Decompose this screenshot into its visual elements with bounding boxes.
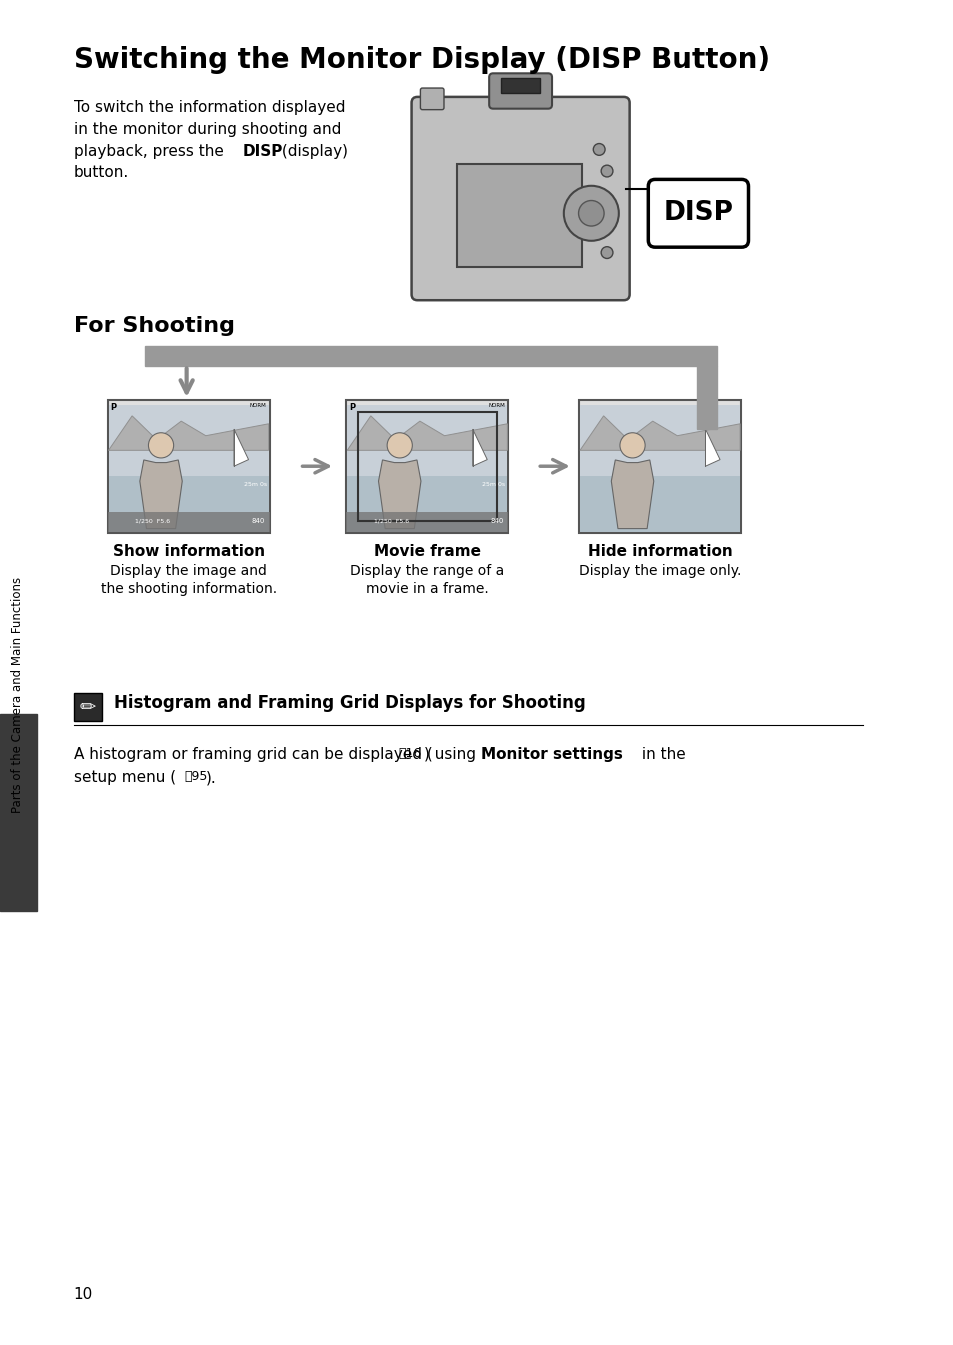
FancyBboxPatch shape [489, 74, 552, 109]
Bar [108, 399, 270, 533]
Text: Parts of the Camera and Main Functions: Parts of the Camera and Main Functions [11, 577, 24, 812]
Bar [346, 512, 508, 531]
Polygon shape [611, 460, 653, 529]
FancyBboxPatch shape [411, 97, 629, 300]
Text: (display): (display) [276, 144, 348, 159]
Polygon shape [233, 429, 249, 467]
Bar [357, 412, 496, 521]
Bar [109, 476, 269, 531]
Text: For Shooting: For Shooting [73, 316, 234, 336]
Text: Switching the Monitor Display (DISP Button): Switching the Monitor Display (DISP Butt… [73, 46, 769, 74]
Bar [456, 164, 582, 268]
Polygon shape [140, 460, 182, 529]
Circle shape [593, 144, 604, 155]
Text: ) using: ) using [424, 746, 480, 761]
Polygon shape [579, 416, 740, 451]
Circle shape [387, 433, 412, 457]
Circle shape [149, 433, 173, 457]
Polygon shape [378, 460, 420, 529]
Text: Display the image only.: Display the image only. [578, 564, 740, 578]
Text: ⧉16: ⧉16 [398, 746, 421, 760]
Text: P: P [349, 404, 355, 412]
Text: Show information: Show information [112, 545, 264, 560]
Polygon shape [347, 416, 507, 451]
Bar [579, 476, 740, 531]
Polygon shape [109, 416, 269, 451]
Text: Monitor settings: Monitor settings [481, 746, 622, 761]
Text: Histogram and Framing Grid Displays for Shooting: Histogram and Framing Grid Displays for … [113, 694, 585, 712]
Text: playback, press the: playback, press the [73, 144, 228, 159]
Text: Display the range of a
movie in a frame.: Display the range of a movie in a frame. [350, 564, 504, 596]
Circle shape [578, 200, 603, 226]
Text: 10: 10 [73, 1287, 92, 1302]
Circle shape [563, 186, 618, 241]
Bar [0, 714, 37, 911]
Text: Hide information: Hide information [587, 545, 732, 560]
Bar [579, 405, 740, 477]
Text: ✏: ✏ [80, 698, 96, 717]
Text: 840: 840 [490, 518, 503, 523]
Text: button.: button. [73, 165, 129, 180]
Text: 840: 840 [251, 518, 264, 523]
Text: 1/250  F5.6: 1/250 F5.6 [374, 518, 409, 523]
Text: 25m 0s: 25m 0s [243, 482, 267, 487]
Bar [109, 405, 269, 477]
Text: A histogram or framing grid can be displayed (: A histogram or framing grid can be displ… [73, 746, 432, 761]
Text: NORM: NORM [250, 404, 267, 408]
Circle shape [600, 246, 612, 258]
Polygon shape [472, 429, 487, 467]
Text: ).: ). [206, 771, 216, 785]
Polygon shape [704, 429, 720, 467]
FancyBboxPatch shape [420, 87, 443, 110]
Circle shape [600, 165, 612, 178]
Bar [347, 476, 507, 531]
Bar [347, 405, 507, 477]
Bar [346, 399, 508, 533]
FancyBboxPatch shape [648, 179, 748, 247]
Bar [108, 512, 270, 531]
Bar [578, 399, 740, 533]
Text: in the: in the [636, 746, 684, 761]
Bar [500, 78, 539, 93]
Bar [73, 693, 102, 721]
Text: ⧉95: ⧉95 [185, 771, 208, 783]
Text: setup menu (: setup menu ( [73, 771, 175, 785]
Bar [145, 346, 717, 366]
Text: Display the image and
the shooting information.: Display the image and the shooting infor… [100, 564, 276, 596]
Text: 25m 0s: 25m 0s [482, 482, 505, 487]
Text: To switch the information displayed: To switch the information displayed [73, 101, 345, 116]
Text: DISP: DISP [662, 200, 733, 226]
Circle shape [619, 433, 644, 457]
Text: Movie frame: Movie frame [374, 545, 480, 560]
Text: NORM: NORM [488, 404, 505, 408]
Text: in the monitor during shooting and: in the monitor during shooting and [73, 122, 340, 137]
Text: 1/250  F5.6: 1/250 F5.6 [135, 518, 171, 523]
Text: P: P [111, 404, 116, 412]
Bar [697, 366, 717, 429]
Text: DISP: DISP [242, 144, 283, 159]
